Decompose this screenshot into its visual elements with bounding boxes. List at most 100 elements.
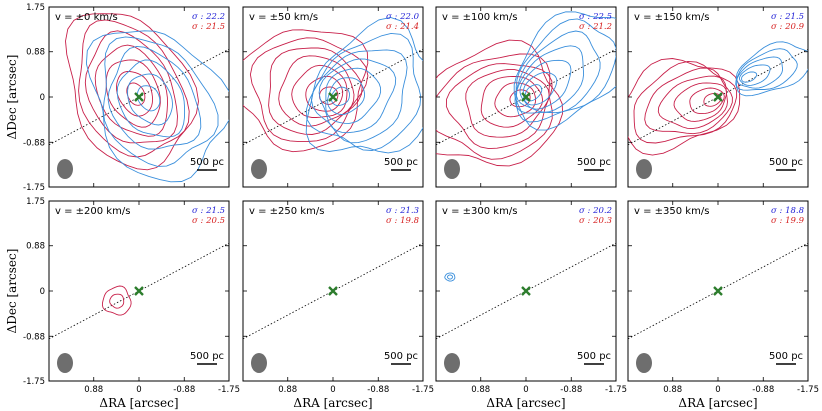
panel-8: 500 pc v = ±350 km/s σ : 18.8σ : 19.9 0.88 0… — [627, 200, 819, 410]
x-tick-label: 0.88 — [663, 385, 682, 395]
x-tick-label: 0.88 — [84, 385, 103, 395]
blueshifted-contour — [305, 17, 423, 154]
beam-ellipse — [444, 159, 460, 179]
beam-ellipse — [636, 353, 652, 373]
nucleus-marker — [713, 286, 723, 296]
beam-ellipse — [251, 353, 267, 373]
blueshifted-contour — [516, 45, 585, 113]
velocity-label: v = ±150 km/s — [634, 12, 709, 23]
redshifted-contour — [109, 293, 125, 309]
scale-bar-label: 500 pc — [769, 351, 803, 362]
redshifted-contour — [673, 82, 727, 122]
y-tick-label: -1.75 — [23, 183, 45, 193]
sigma-red-label: σ : 19.8 — [386, 216, 420, 226]
blueshifted-contour — [519, 59, 572, 110]
redshifted-contour — [278, 55, 355, 127]
blueshifted-contour — [738, 64, 771, 86]
blueshifted-contour — [514, 30, 601, 114]
redshifted-contour — [78, 19, 190, 158]
x-tick-label: 0 — [330, 385, 335, 395]
sigma-red-label: σ : 21.4 — [386, 22, 419, 32]
nucleus-marker — [134, 92, 144, 102]
panel-7: 500 pc v = ±300 km/s σ : 20.2σ : 20.3 0.88 0… — [435, 200, 627, 410]
beam-ellipse — [57, 159, 73, 179]
blueshifted-contour — [515, 18, 616, 123]
x-tick-label: -1.75 — [218, 385, 240, 395]
blueshifted-contour — [127, 73, 173, 126]
nucleus-marker — [328, 92, 338, 102]
x-tick-label: 0 — [715, 385, 720, 395]
sigma-red-label: σ : 20.3 — [579, 216, 612, 226]
panel-contours — [628, 41, 808, 156]
x-tick-label: -1.75 — [797, 385, 819, 395]
redshifted-contour — [243, 29, 369, 153]
x-tick-label: 0.88 — [278, 385, 297, 395]
x-tick-label: -0.88 — [752, 385, 774, 395]
sigma-blue-label: σ : 18.8 — [771, 206, 805, 216]
velocity-label: v = ±100 km/s — [442, 12, 517, 23]
panel-2: 500 pc v = ±50 km/s σ : 22.0σ : 21.4 — [242, 6, 424, 188]
x-tick-label: -1.75 — [412, 385, 434, 395]
y-tick-label: 1.75 — [26, 197, 45, 207]
redshifted-contour — [249, 37, 369, 143]
panel-1: 500 pc v = ±0 km/s σ : 22.2σ : 21.5 1.75 0.8… — [5, 3, 230, 193]
x-tick-label: -0.88 — [560, 385, 582, 395]
scale-bar-label: 500 pc — [384, 351, 418, 362]
panel-3: 500 pc v = ±100 km/s σ : 22.5σ : 21.2 — [435, 6, 617, 188]
redshifted-contour — [105, 59, 161, 128]
beam-ellipse — [57, 353, 73, 373]
redshifted-contour — [465, 68, 550, 138]
redshifted-contour — [126, 82, 146, 106]
y-tick-label: -0.88 — [23, 138, 45, 148]
x-tick-label: 0.88 — [471, 385, 490, 395]
redshifted-contour — [65, 13, 199, 171]
scale-bar-label: 500 pc — [577, 351, 611, 362]
blueshifted-contour — [741, 71, 758, 83]
blueshifted-contour — [310, 49, 408, 144]
beam-ellipse — [636, 159, 652, 179]
x-tick-label: -0.88 — [173, 385, 195, 395]
redshifted-contour — [480, 75, 544, 128]
blueshifted-contour — [330, 86, 350, 107]
redshifted-contour — [445, 63, 553, 150]
redshifted-contour — [657, 75, 728, 130]
sigma-blue-label: σ : 21.5 — [771, 12, 804, 22]
redshifted-contour — [84, 30, 178, 144]
sigma-blue-label: σ : 22.5 — [579, 12, 612, 22]
redshifted-contour — [291, 64, 348, 118]
velocity-label: v = ±50 km/s — [249, 12, 318, 23]
velocity-label: v = ±200 km/s — [55, 206, 130, 217]
velocity-label: v = ±250 km/s — [249, 206, 324, 217]
blueshifted-contour — [325, 67, 382, 124]
y-tick-label: 0 — [40, 287, 45, 297]
scale-bar-label: 500 pc — [577, 157, 611, 168]
sigma-blue-label: σ : 21.3 — [386, 206, 419, 216]
y-axis-label: ΔDec [arcsec] — [5, 249, 19, 334]
x-tick-label: 0 — [523, 385, 528, 395]
x-axis-label: ΔRA [arcsec] — [293, 396, 372, 410]
panel-6: 500 pc v = ±250 km/s σ : 21.3σ : 19.8 0.88 0… — [242, 200, 434, 410]
panel-4: 500 pc v = ±150 km/s σ : 21.5σ : 20.9 — [627, 6, 809, 188]
redshifted-contour — [116, 71, 154, 117]
y-tick-label: 1.75 — [26, 3, 45, 13]
scale-bar-label: 500 pc — [190, 351, 224, 362]
nucleus-marker — [134, 286, 144, 296]
redshifted-contour — [644, 67, 733, 135]
scale-bar-label: 500 pc — [769, 157, 803, 168]
sigma-blue-label: σ : 21.5 — [192, 206, 225, 216]
x-axis-label: ΔRA [arcsec] — [99, 396, 178, 410]
velocity-label: v = ±350 km/s — [634, 206, 709, 217]
blueshifted-contour — [102, 36, 219, 167]
velocity-label: v = ±300 km/s — [442, 206, 517, 217]
y-tick-label: 0 — [40, 93, 45, 103]
x-axis-label: ΔRA [arcsec] — [678, 396, 757, 410]
sigma-red-label: σ : 21.2 — [579, 22, 612, 32]
sigma-red-label: σ : 20.5 — [192, 216, 225, 226]
x-tick-label: 0 — [136, 385, 141, 395]
sigma-blue-label: σ : 20.2 — [579, 206, 612, 216]
redshifted-contour — [494, 82, 537, 118]
panel-5: 500 pc v = ±200 km/s σ : 21.5σ : 20.5 1.75 0… — [5, 197, 240, 410]
blueshifted-contour — [444, 272, 456, 282]
y-axis-label: ΔDec [arcsec] — [5, 55, 19, 140]
